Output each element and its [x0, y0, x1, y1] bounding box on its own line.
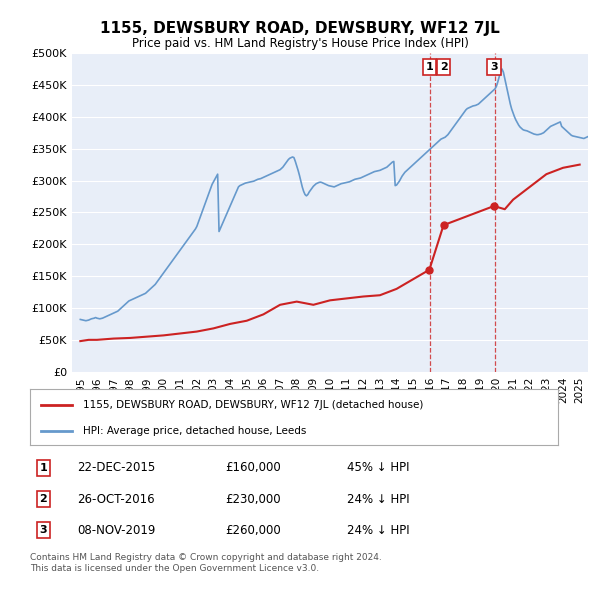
Text: 1155, DEWSBURY ROAD, DEWSBURY, WF12 7JL: 1155, DEWSBURY ROAD, DEWSBURY, WF12 7JL: [100, 21, 500, 35]
Text: 22-DEC-2015: 22-DEC-2015: [77, 461, 156, 474]
Text: 08-NOV-2019: 08-NOV-2019: [77, 524, 156, 537]
Text: 2: 2: [440, 62, 448, 72]
Text: 1: 1: [40, 463, 47, 473]
Text: £160,000: £160,000: [226, 461, 281, 474]
Text: 24% ↓ HPI: 24% ↓ HPI: [347, 524, 409, 537]
Text: Price paid vs. HM Land Registry's House Price Index (HPI): Price paid vs. HM Land Registry's House …: [131, 37, 469, 50]
Text: HPI: Average price, detached house, Leeds: HPI: Average price, detached house, Leed…: [83, 427, 306, 437]
Text: £230,000: £230,000: [226, 493, 281, 506]
Text: 2: 2: [40, 494, 47, 504]
Text: £260,000: £260,000: [226, 524, 281, 537]
Text: 3: 3: [490, 62, 498, 72]
Text: 45% ↓ HPI: 45% ↓ HPI: [347, 461, 409, 474]
Text: Contains HM Land Registry data © Crown copyright and database right 2024.
This d: Contains HM Land Registry data © Crown c…: [30, 553, 382, 573]
Text: 1155, DEWSBURY ROAD, DEWSBURY, WF12 7JL (detached house): 1155, DEWSBURY ROAD, DEWSBURY, WF12 7JL …: [83, 400, 423, 410]
Text: 26-OCT-2016: 26-OCT-2016: [77, 493, 155, 506]
Text: 1: 1: [425, 62, 433, 72]
Text: 24% ↓ HPI: 24% ↓ HPI: [347, 493, 409, 506]
Text: 3: 3: [40, 525, 47, 535]
